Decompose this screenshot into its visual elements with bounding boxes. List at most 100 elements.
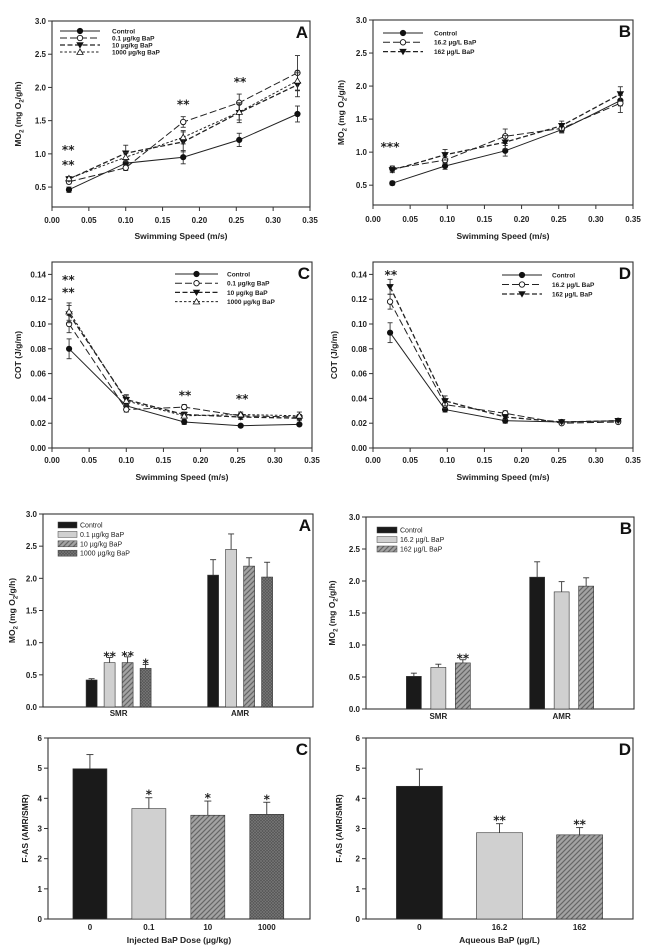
panel-label: B xyxy=(620,519,632,538)
legend-label: Control xyxy=(112,28,135,35)
data-point xyxy=(441,152,449,159)
significance-marker: ** xyxy=(457,652,470,666)
y-tick-label: 2.0 xyxy=(349,577,361,586)
bar-group-item xyxy=(455,659,471,710)
legend-label: 10 µg/kg BaP xyxy=(112,42,153,49)
legend-marker xyxy=(76,27,84,35)
legend-marker xyxy=(399,39,407,46)
x-tick-label: 0.25 xyxy=(551,456,567,465)
y-axis-label-part: /g/h) xyxy=(13,81,23,99)
y-tick-label: 0.00 xyxy=(351,444,367,453)
y-tick-label: 0.06 xyxy=(351,370,367,379)
x-axis: 0.00 0.05 0.10 0.15 0.20 0.25 0.30 0.35 xyxy=(365,448,641,465)
legend-label: Control xyxy=(400,528,423,535)
bar-dose-1000 xyxy=(249,814,285,920)
series-162-ug-l-bap xyxy=(386,278,622,426)
y-axis-label: MO2 (mg O2/g/h) xyxy=(336,80,349,145)
y-axis-label-subscript: 2 xyxy=(343,97,349,101)
bar-group-item xyxy=(85,678,98,708)
y-axis-label-part: /g/h) xyxy=(336,80,346,98)
y-tick-label: 0.10 xyxy=(30,320,46,329)
y-tick-label: 0.00 xyxy=(30,444,46,453)
series-line xyxy=(392,102,621,170)
significance-marker: ** xyxy=(179,388,192,402)
bar-10-ug-kg-bap-smr xyxy=(121,662,134,708)
legend-entry: Control xyxy=(57,521,103,530)
bar-1000-ug-kg-bap-amr xyxy=(261,576,273,708)
bar-0-1-ug-kg-bap-smr xyxy=(103,662,116,708)
x-tick-label: 0.05 xyxy=(81,216,97,225)
bar-dose-0 xyxy=(72,768,108,920)
y-tick-label: 3.0 xyxy=(26,510,38,519)
y-axis-label-part: COT (J/g/m) xyxy=(13,331,23,379)
bar-item xyxy=(476,823,523,920)
legend-marker xyxy=(192,289,201,296)
legend-marker xyxy=(192,297,201,305)
data-point xyxy=(386,298,394,305)
y-tick-label: 0.5 xyxy=(35,183,47,192)
bar-item xyxy=(396,768,443,920)
y-tick-label: 1.5 xyxy=(35,117,47,126)
x-category-label: SMR xyxy=(429,712,447,721)
legend-marker xyxy=(193,280,200,287)
bar-dose-162 xyxy=(556,834,603,920)
y-axis-label: COT (J/g/m) xyxy=(329,331,339,379)
y-axis-label-part: MO xyxy=(7,629,17,643)
legend-swatch xyxy=(376,545,398,553)
y-tick-label: 1 xyxy=(356,885,361,894)
y-axis-label-subscript: 2 xyxy=(14,625,20,629)
x-tick-label: 10 xyxy=(203,923,212,932)
data-point xyxy=(180,154,187,161)
legend-marker xyxy=(193,270,200,278)
bar-item xyxy=(249,801,285,920)
y-axis-label: F-AS (AMR/SMR) xyxy=(334,794,344,863)
legend-swatch xyxy=(57,531,78,538)
series-1000-ug-kg-bap xyxy=(65,70,302,182)
x-tick-label: 0.20 xyxy=(514,456,530,465)
legend-label: Control xyxy=(80,523,103,530)
y-tick-label: 2.0 xyxy=(35,83,47,92)
legend-entry: 1000 µg/kg BaP xyxy=(57,549,130,558)
legend-label: Control xyxy=(434,30,457,37)
x-tick-label: 0.15 xyxy=(477,456,493,465)
bar-control-smr xyxy=(85,679,98,708)
y-axis-label: F-AS (AMR/SMR) xyxy=(20,794,30,863)
y-tick-label: 0.5 xyxy=(349,673,361,682)
y-tick-label: 5 xyxy=(38,764,43,773)
y-tick-label: 0.12 xyxy=(351,295,367,304)
y-tick-label: 1.5 xyxy=(356,115,368,124)
data-point xyxy=(386,329,394,336)
bar-dose-0 xyxy=(396,785,443,920)
legend-entry: 10 µg/kg BaP xyxy=(57,540,123,548)
y-axis-label: MO2 (mg O2/g/h) xyxy=(7,578,20,643)
bar-group-item xyxy=(121,656,134,708)
bar-0-1-ug-kg-bap-amr xyxy=(225,549,237,708)
y-axis-label-subscript: 2 xyxy=(334,628,340,632)
y-tick-label: 0.02 xyxy=(351,419,367,428)
y-tick-label: 2 xyxy=(356,855,361,864)
legend-marker xyxy=(518,281,526,288)
y-tick-label: 4 xyxy=(38,794,43,803)
x-tick-label: 16.2 xyxy=(492,923,508,932)
legend-entry: Control xyxy=(502,271,575,279)
x-tick-label: 0 xyxy=(417,923,422,932)
y-axis-label-part: MO xyxy=(336,131,346,145)
legend-marker xyxy=(76,48,84,55)
x-tick-label: 0.05 xyxy=(402,456,418,465)
y-tick-label: 0.08 xyxy=(30,345,46,354)
x-axis-label: Swimming Speed (m/s) xyxy=(456,472,549,482)
data-point xyxy=(616,91,625,98)
legend-label: 162 µg/L BaP xyxy=(434,49,475,56)
y-axis: 0 1 2 3 4 5 6 xyxy=(356,734,366,924)
legend-label: 1000 µg/kg BaP xyxy=(227,299,275,306)
y-tick-label: 1.0 xyxy=(26,639,38,648)
data-point xyxy=(181,418,188,426)
y-axis-label-part: /g/h) xyxy=(327,580,337,598)
bar-item xyxy=(556,827,603,920)
legend-label: Control xyxy=(552,272,575,279)
x-tick-label: 0.20 xyxy=(514,215,530,224)
y-axis-label-part: (mg O xyxy=(336,101,346,128)
data-point xyxy=(236,410,245,418)
